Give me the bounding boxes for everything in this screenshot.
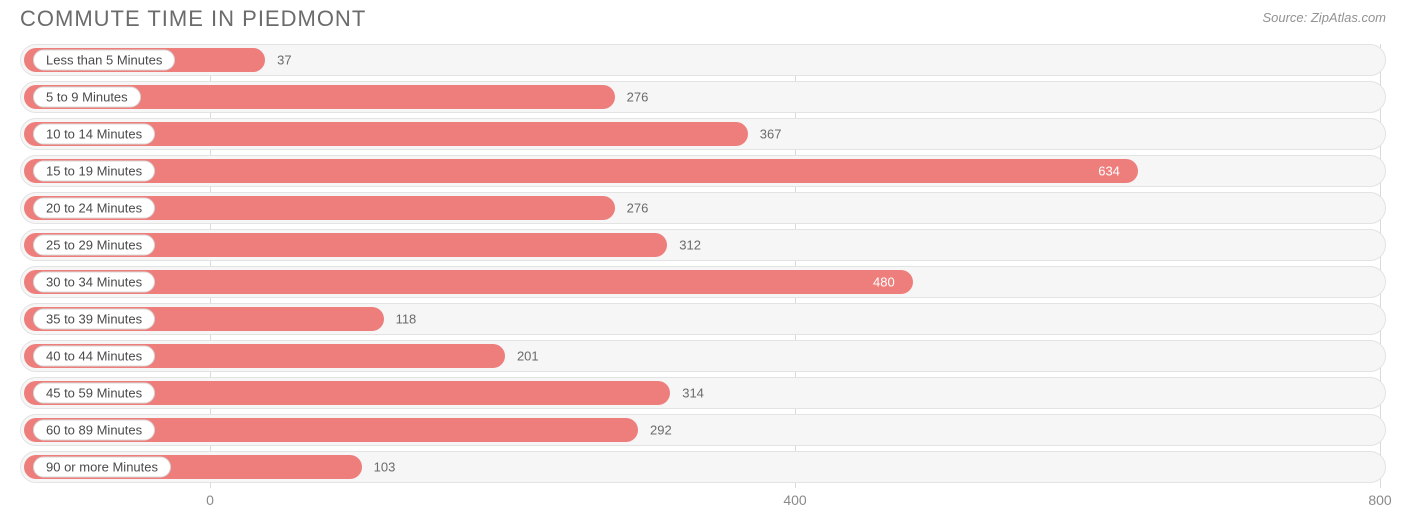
bar-row: 90 or more Minutes 103: [20, 451, 1386, 483]
bar-value-label: 118: [396, 312, 417, 327]
bar-category-label: 60 to 89 Minutes: [33, 420, 155, 441]
bar-value-label: 103: [374, 460, 396, 475]
bar-row: 35 to 39 Minutes 118: [20, 303, 1386, 335]
bar-category-label: 10 to 14 Minutes: [33, 124, 155, 145]
x-axis-tick: 800: [1368, 492, 1391, 508]
bar-value-label: 314: [682, 386, 704, 401]
bar-category-label: 30 to 34 Minutes: [33, 272, 155, 293]
x-axis: 0400800: [20, 492, 1386, 512]
bar-category-label: 25 to 29 Minutes: [33, 235, 155, 256]
bar-value-label: 367: [760, 127, 782, 142]
bar-row: 30 to 34 Minutes 480: [20, 266, 1386, 298]
bar-row: 15 to 19 Minutes 634: [20, 155, 1386, 187]
bar-row: 10 to 14 Minutes 367: [20, 118, 1386, 150]
bar-value-label: 276: [627, 90, 649, 105]
bar-value-label: 312: [679, 238, 701, 253]
bar-value-label: 292: [650, 423, 672, 438]
bar-row: 5 to 9 Minutes 276: [20, 81, 1386, 113]
bar-value-label: 480: [873, 275, 895, 290]
chart-plot-area: Less than 5 Minutes 37 5 to 9 Minutes 276 10…: [20, 44, 1386, 488]
bar-category-label: 5 to 9 Minutes: [33, 87, 141, 108]
bar-category-label: 45 to 59 Minutes: [33, 383, 155, 404]
bar-category-label: Less than 5 Minutes: [33, 50, 175, 71]
bar-category-label: 90 or more Minutes: [33, 457, 171, 478]
bar-row: 20 to 24 Minutes 276: [20, 192, 1386, 224]
bar-value-label: 201: [517, 349, 539, 364]
chart-source: Source: ZipAtlas.com: [1262, 6, 1386, 25]
bar-row: 40 to 44 Minutes 201: [20, 340, 1386, 372]
x-axis-tick: 400: [783, 492, 806, 508]
bar-category-label: 20 to 24 Minutes: [33, 198, 155, 219]
bar-value-label: 276: [627, 201, 649, 216]
chart-header: COMMUTE TIME IN PIEDMONT Source: ZipAtla…: [0, 0, 1406, 32]
bar-value-label: 634: [1098, 164, 1120, 179]
bar-row: Less than 5 Minutes 37: [20, 44, 1386, 76]
bar-category-label: 35 to 39 Minutes: [33, 309, 155, 330]
bar-fill: [24, 270, 913, 294]
bar-category-label: 15 to 19 Minutes: [33, 161, 155, 182]
bar-value-label: 37: [277, 53, 291, 68]
bar-category-label: 40 to 44 Minutes: [33, 346, 155, 367]
bar-row: 45 to 59 Minutes 314: [20, 377, 1386, 409]
bar-row: 60 to 89 Minutes 292: [20, 414, 1386, 446]
bar-row: 25 to 29 Minutes 312: [20, 229, 1386, 261]
chart-title: COMMUTE TIME IN PIEDMONT: [20, 6, 366, 32]
bar-fill: [24, 159, 1138, 183]
x-axis-tick: 0: [206, 492, 214, 508]
